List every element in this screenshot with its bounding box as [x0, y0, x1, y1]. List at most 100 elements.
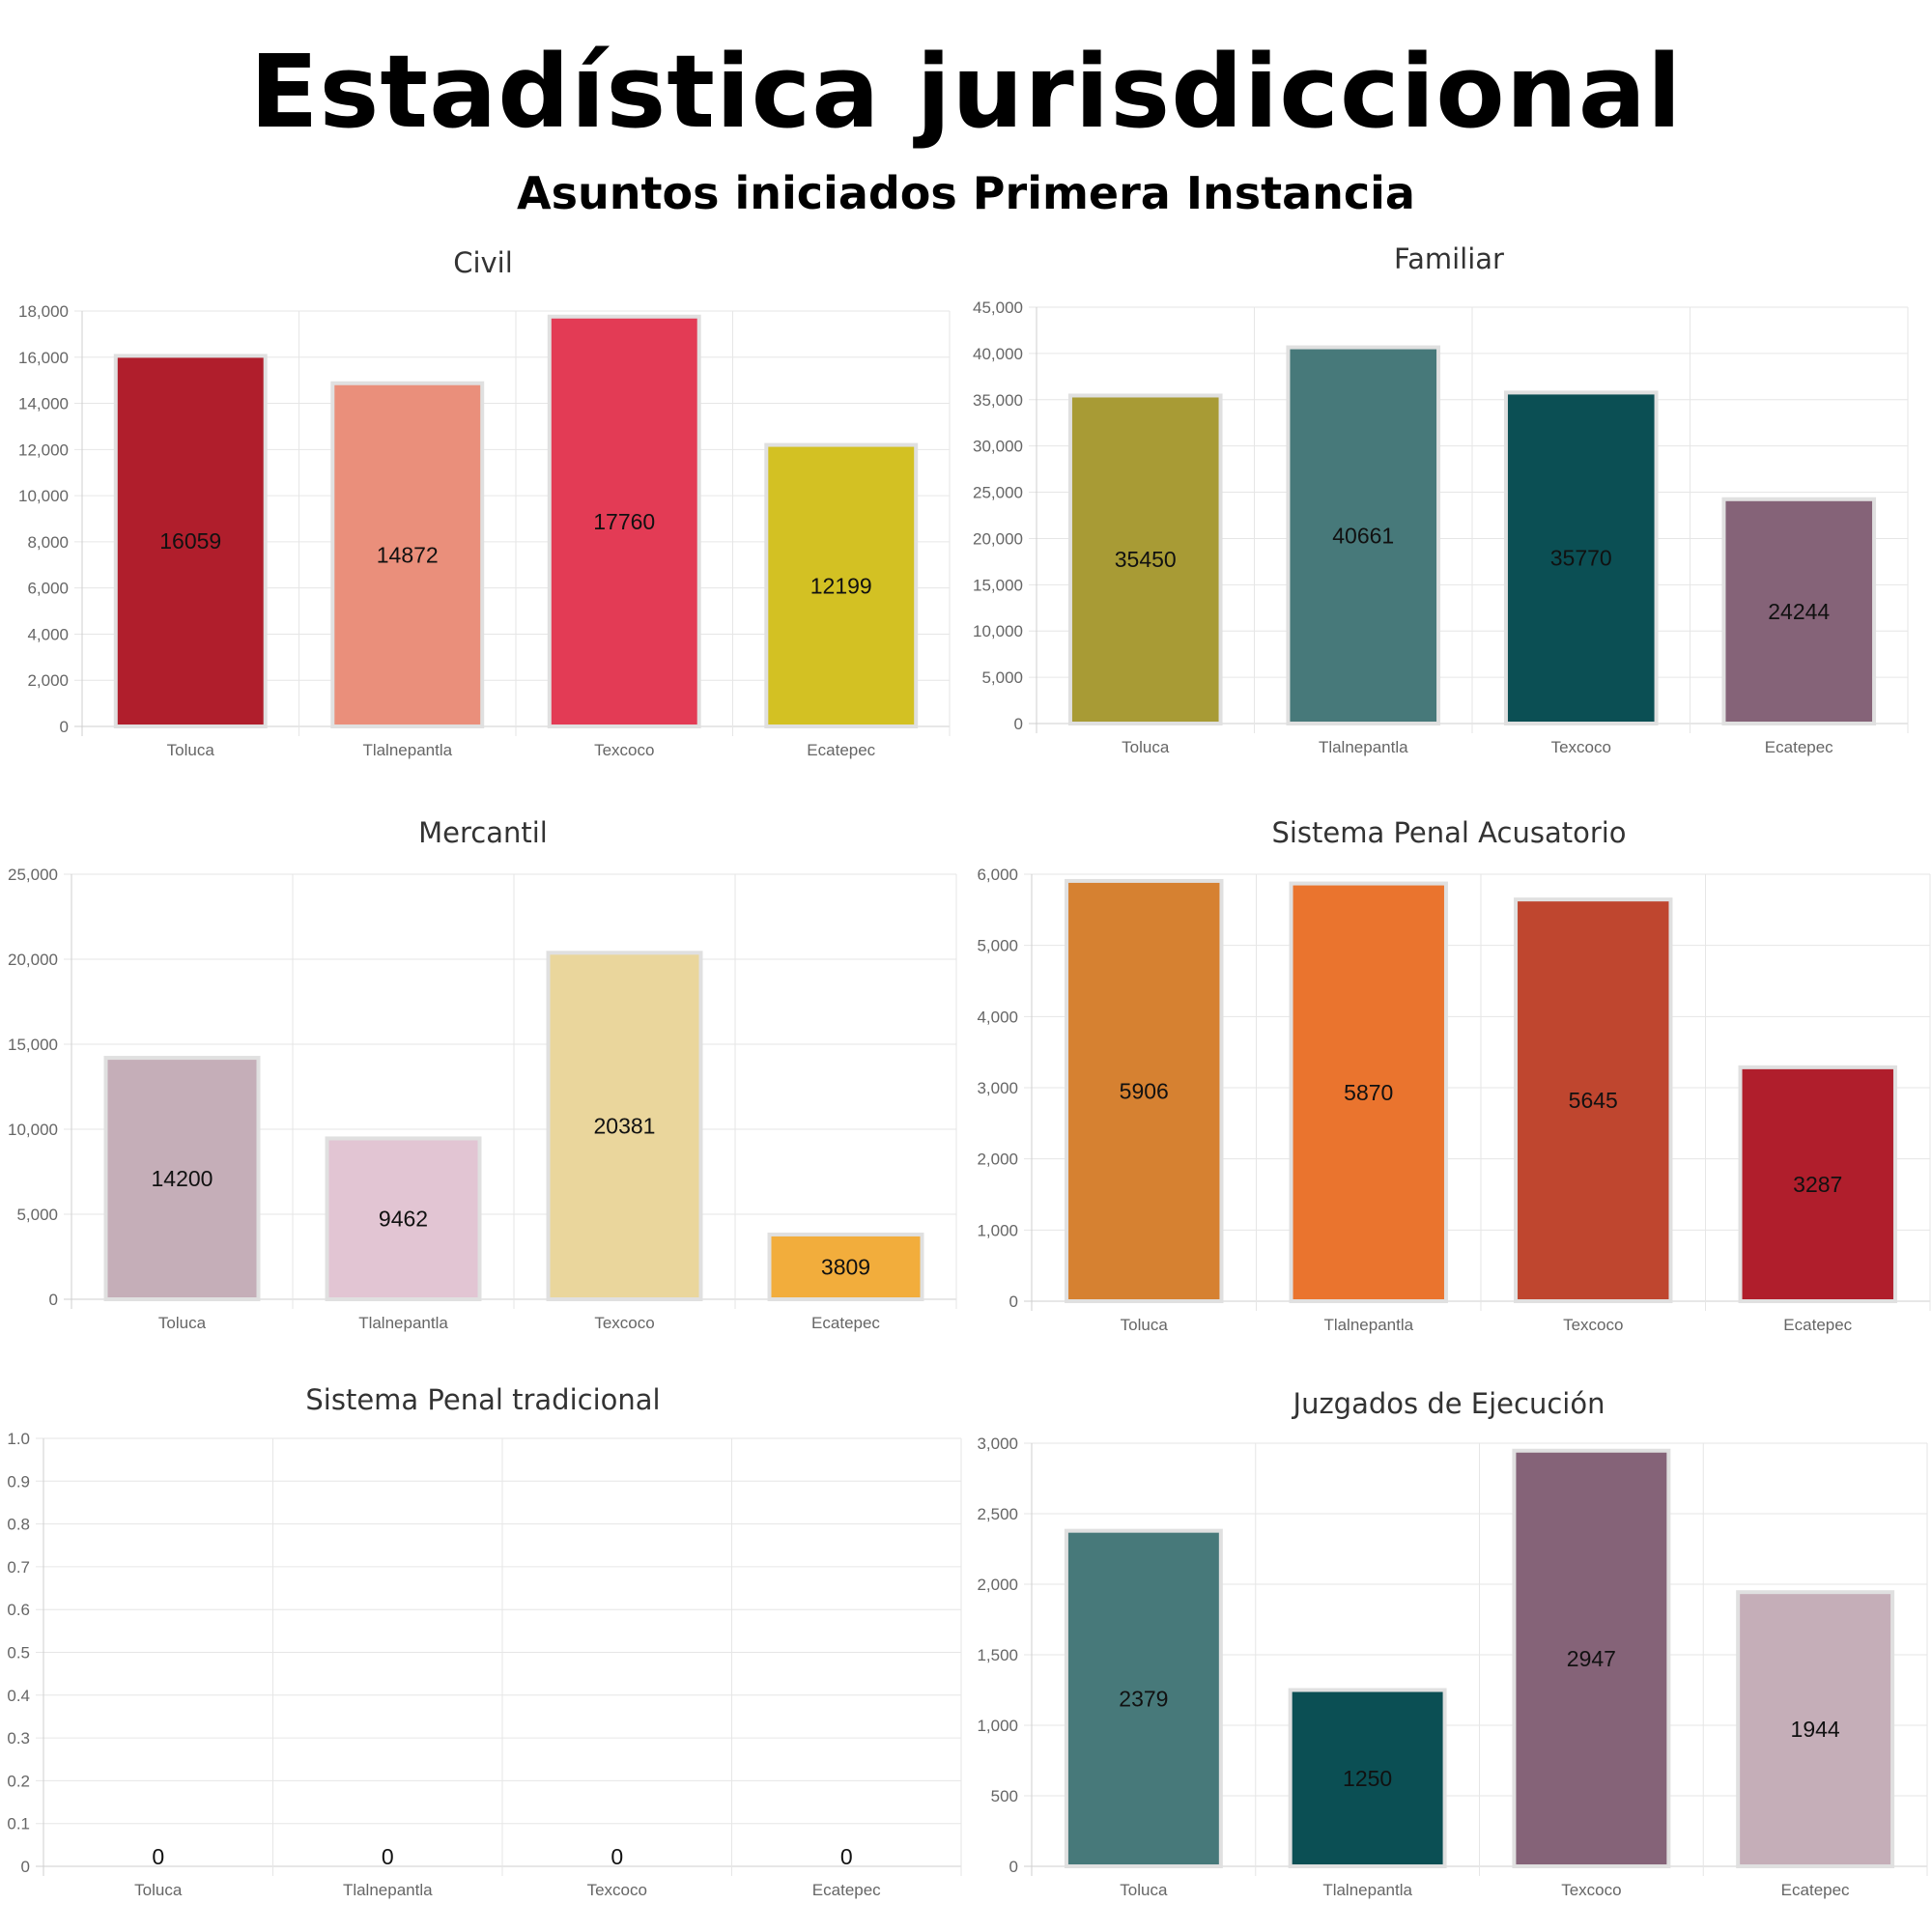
- y-tick-label: 45,000: [973, 298, 1023, 317]
- y-tick-label: 2,000: [27, 671, 69, 690]
- x-tick-label: Toluca: [158, 1314, 207, 1332]
- data-label: 17760: [593, 509, 655, 534]
- y-tick-label: 8,000: [27, 533, 69, 552]
- x-tick-label: Tlalnepantla: [358, 1314, 448, 1332]
- y-tick-label: 0.9: [7, 1472, 30, 1491]
- y-tick-label: 5,000: [981, 668, 1023, 687]
- bar-chart-penal-tradicional: 0 0.1 0.2 0.3 0.4 0.5 0.6 0.7 0.8 0.9 1.0 0 Toluca 0 T…: [7, 1430, 962, 1899]
- y-tick-label: 30,000: [973, 438, 1023, 456]
- bar-ecatepec: [767, 1232, 924, 1302]
- chart-title: Juzgados de Ejecución: [1293, 1387, 1605, 1420]
- y-tick-label: 4,000: [27, 625, 69, 643]
- x-tick-label: Texcoco: [1563, 1316, 1623, 1334]
- y-tick-label: 1.0: [7, 1430, 30, 1448]
- data-label: 9462: [379, 1207, 428, 1232]
- x-tick-label: Tlalnepantla: [1323, 1316, 1413, 1334]
- bar-toluca: [1067, 393, 1223, 725]
- bar-texcoco: [547, 314, 701, 728]
- chart-title: Sistema Penal tradicional: [305, 1383, 661, 1416]
- y-tick-label: 20,000: [8, 951, 58, 969]
- y-tick-label: 18,000: [18, 302, 69, 321]
- bar-tlalnepantla: [330, 381, 485, 728]
- chart-panel-civil: Civil 0 2,000 4,000 6,000 8,000 10,000 12,000 1…: [0, 246, 966, 768]
- x-tick-label: Tlalnepantla: [1319, 738, 1408, 756]
- y-tick-label: 5,000: [16, 1206, 58, 1224]
- y-tick-label: 0.3: [7, 1729, 30, 1747]
- x-tick-label: Toluca: [1121, 1316, 1169, 1334]
- bar-ecatepec: [1738, 1065, 1897, 1303]
- x-tick-label: Tlalnepantla: [343, 1881, 433, 1899]
- y-tick-label: 14,000: [18, 395, 69, 413]
- bar-tlalnepantla: [1286, 345, 1441, 725]
- y-tick-label: 6,000: [27, 580, 69, 598]
- y-tick-label: 1,000: [977, 1717, 1018, 1735]
- y-tick-label: 16,000: [18, 349, 69, 367]
- bar-texcoco: [1503, 390, 1659, 725]
- x-tick-label: Texcoco: [1561, 1881, 1621, 1899]
- bar-toluca: [1064, 1528, 1223, 1869]
- data-label: 5906: [1120, 1078, 1169, 1103]
- y-tick-label: 15,000: [8, 1036, 58, 1054]
- data-label: 0: [611, 1844, 623, 1869]
- x-tick-label: Ecatepec: [811, 1314, 880, 1332]
- bar-texcoco: [1512, 1448, 1671, 1868]
- y-tick-label: 0.7: [7, 1558, 30, 1577]
- y-tick-label: 500: [991, 1787, 1018, 1805]
- chart-panel-mercantil: Mercantil 0 5,000 10,000 15,000 20,000 25,000…: [0, 816, 966, 1338]
- bar-tlalnepantla: [1289, 881, 1448, 1304]
- data-label: 3287: [1793, 1172, 1842, 1197]
- x-tick-label: Tlalnepantla: [1322, 1881, 1412, 1899]
- chart-title: Mercantil: [418, 816, 548, 849]
- data-label: 40661: [1332, 523, 1394, 548]
- bar-texcoco: [546, 951, 703, 1301]
- y-tick-label: 25,000: [973, 484, 1023, 502]
- x-tick-label: Toluca: [134, 1881, 183, 1899]
- y-tick-label: 0: [1014, 715, 1023, 733]
- bar-texcoco: [1514, 897, 1673, 1303]
- data-label: 0: [152, 1844, 164, 1869]
- bar-chart-familiar: 0 5,000 10,000 15,000 20,000 25,000 30,000 35,0…: [973, 298, 1909, 756]
- bar-ecatepec: [1721, 497, 1877, 725]
- x-tick-label: Texcoco: [1551, 738, 1611, 756]
- chart-title: Sistema Penal Acusatorio: [1271, 816, 1627, 849]
- data-label: 3809: [821, 1254, 870, 1279]
- x-tick-label: Toluca: [167, 741, 215, 759]
- y-tick-label: 0: [49, 1291, 58, 1309]
- x-tick-label: Ecatepec: [1781, 1881, 1850, 1899]
- data-label: 2947: [1567, 1646, 1616, 1671]
- x-tick-label: Toluca: [1120, 1881, 1168, 1899]
- x-tick-label: Toluca: [1122, 738, 1170, 756]
- data-label: 14872: [377, 542, 439, 567]
- y-tick-label: 0.1: [7, 1815, 30, 1833]
- y-tick-label: 40,000: [973, 345, 1023, 363]
- bar-ecatepec: [764, 442, 919, 728]
- x-tick-label: Ecatepec: [807, 741, 875, 759]
- x-tick-label: Ecatepec: [1765, 738, 1833, 756]
- data-label: 14200: [152, 1166, 213, 1191]
- x-tick-label: Texcoco: [594, 1314, 654, 1332]
- y-tick-label: 5,000: [977, 937, 1018, 955]
- x-tick-label: Texcoco: [594, 741, 654, 759]
- y-tick-label: 0.8: [7, 1516, 30, 1534]
- data-label: 0: [382, 1844, 394, 1869]
- y-tick-label: 1,000: [977, 1221, 1018, 1239]
- y-tick-label: 6,000: [977, 866, 1018, 884]
- bar-tlalnepantla: [1288, 1688, 1447, 1868]
- chart-panel-juzgados-ejecucion: Juzgados de Ejecución 0 500 1,000 1,500 2,00…: [966, 1383, 1932, 1905]
- data-label: 0: [840, 1844, 853, 1869]
- chart-title: Civil: [453, 246, 513, 279]
- data-label: 35770: [1550, 546, 1612, 571]
- page-title: Estadística jurisdiccional: [249, 33, 1683, 151]
- data-label: 1944: [1791, 1717, 1840, 1742]
- data-label: 2379: [1119, 1686, 1168, 1711]
- y-tick-label: 0.2: [7, 1772, 30, 1790]
- x-tick-label: Texcoco: [587, 1881, 647, 1899]
- data-label: 16059: [159, 528, 221, 554]
- y-tick-label: 3,000: [977, 1435, 1018, 1453]
- y-tick-label: 4,000: [977, 1008, 1018, 1026]
- x-tick-label: Ecatepec: [812, 1881, 881, 1899]
- y-tick-label: 25,000: [8, 866, 58, 884]
- y-tick-label: 3,000: [977, 1079, 1018, 1097]
- y-tick-label: 0: [21, 1858, 30, 1876]
- y-tick-label: 2,500: [977, 1505, 1018, 1523]
